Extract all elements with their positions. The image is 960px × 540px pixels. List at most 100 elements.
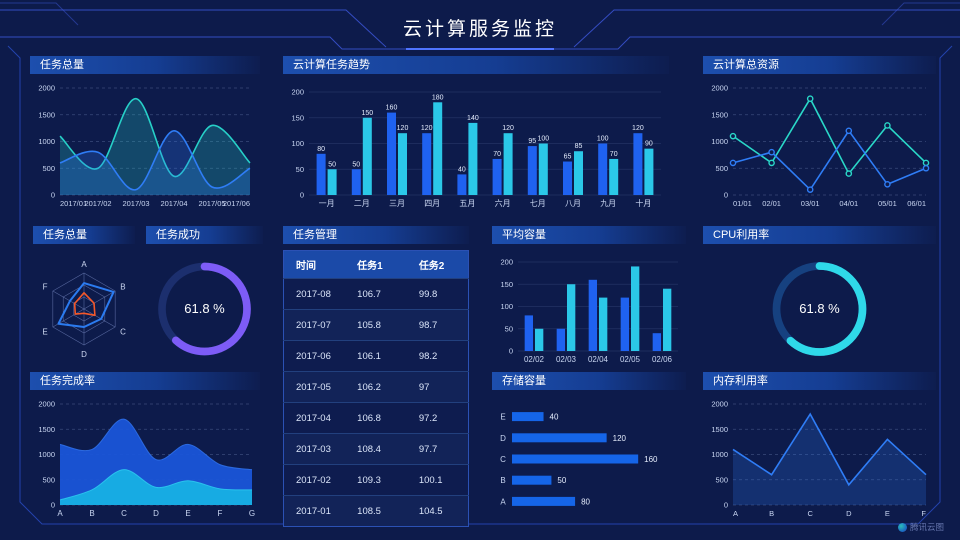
table-row: 2017-08 106.7 99.8 xyxy=(283,278,469,310)
svg-text:A: A xyxy=(733,509,738,518)
svg-text:D: D xyxy=(81,350,87,359)
svg-text:八月: 八月 xyxy=(565,199,581,208)
table-cell: 97.7 xyxy=(406,433,469,465)
svg-text:65: 65 xyxy=(564,154,572,161)
svg-text:F: F xyxy=(218,509,223,518)
svg-text:G: G xyxy=(249,509,255,518)
svg-text:四月: 四月 xyxy=(424,199,440,208)
svg-text:04/01: 04/01 xyxy=(839,199,858,208)
svg-text:C: C xyxy=(500,455,506,464)
table-cell: 98.2 xyxy=(406,340,469,372)
svg-text:120: 120 xyxy=(632,125,644,132)
cpu-gauge-chart: 61.8 % xyxy=(772,262,867,356)
svg-text:95: 95 xyxy=(528,138,536,145)
panel-tasks-total: 任务总量 0 500 1000 1500 2000 2017/01 2017/02 2017/… xyxy=(30,56,260,212)
svg-text:200: 200 xyxy=(291,88,304,97)
svg-text:0: 0 xyxy=(509,347,513,356)
table-cell: 2017-05 xyxy=(283,371,346,403)
svg-text:A: A xyxy=(81,260,87,269)
svg-text:61.8 %: 61.8 % xyxy=(799,301,840,316)
svg-text:九月: 九月 xyxy=(600,199,616,208)
svg-text:1000: 1000 xyxy=(711,450,728,459)
svg-text:180: 180 xyxy=(432,94,444,101)
svg-text:70: 70 xyxy=(493,151,501,158)
svg-text:80: 80 xyxy=(317,146,325,153)
table-cell: 2017-08 xyxy=(283,278,346,310)
svg-text:十月: 十月 xyxy=(635,198,651,208)
table-cell: 106.1 xyxy=(345,340,407,372)
panel-header-cpu: CPU利用率 xyxy=(703,226,936,244)
svg-text:120: 120 xyxy=(421,125,433,132)
panel-completion: 任务完成率 0 500 1000 1500 2000 A B C D E F G xyxy=(30,372,260,522)
svg-text:100: 100 xyxy=(291,139,304,148)
svg-text:2017/03: 2017/03 xyxy=(122,199,149,208)
svg-text:120: 120 xyxy=(502,125,514,132)
task-table: 时间 任务1 任务2 2017-08 106.7 99.8 2017-07 105.8 98.7… xyxy=(283,250,469,527)
table-cell: 2017-02 xyxy=(283,464,346,496)
table-cell: 106.8 xyxy=(345,402,407,434)
svg-text:1500: 1500 xyxy=(711,110,728,119)
svg-text:500: 500 xyxy=(715,164,728,173)
table-cell: 108.4 xyxy=(345,433,407,465)
table-cell: 97.2 xyxy=(406,402,469,434)
svg-text:150: 150 xyxy=(500,280,513,289)
svg-text:03/01: 03/01 xyxy=(801,199,820,208)
svg-text:100: 100 xyxy=(537,136,549,143)
table-row: 2017-03 108.4 97.7 xyxy=(283,433,469,465)
svg-text:500: 500 xyxy=(42,164,55,173)
svg-text:1000: 1000 xyxy=(711,137,728,146)
panel-header-tasks-radar: 任务总量 xyxy=(33,226,135,244)
table-header-row: 时间 任务1 任务2 xyxy=(283,250,469,279)
svg-text:0: 0 xyxy=(724,191,728,200)
task-trend-bar-chart: 0 50 100 150 200 一月 二月 三月 四月 五月 六月 七月 八月 九月 十月 80 50 160 1… xyxy=(291,88,661,208)
svg-text:一月: 一月 xyxy=(319,199,335,208)
svg-text:120: 120 xyxy=(613,434,627,443)
svg-text:1500: 1500 xyxy=(38,425,55,434)
table-header-cell: 任务1 xyxy=(345,250,407,279)
svg-text:0: 0 xyxy=(51,501,55,510)
svg-text:五月: 五月 xyxy=(459,199,475,208)
svg-text:06/01: 06/01 xyxy=(907,199,926,208)
table-row: 2017-04 106.8 97.2 xyxy=(283,402,469,434)
svg-text:140: 140 xyxy=(467,115,479,122)
svg-text:D: D xyxy=(153,509,159,518)
panel-header-storage: 存储容量 xyxy=(492,372,686,390)
panel-task-trend: 云计算任务趋势 0 50 100 150 200 一月 二月 三月 四月 五月 六月 七月 八月 九月 十月… xyxy=(283,56,669,212)
page-title: 云计算服务监控 xyxy=(402,19,557,40)
svg-text:F: F xyxy=(921,509,926,518)
table-cell: 2017-06 xyxy=(283,340,346,372)
svg-text:2000: 2000 xyxy=(711,84,728,93)
svg-text:05/01: 05/01 xyxy=(878,199,897,208)
svg-text:160: 160 xyxy=(644,455,658,464)
svg-text:90: 90 xyxy=(645,141,653,148)
svg-text:A: A xyxy=(57,509,63,518)
svg-text:50: 50 xyxy=(352,161,360,168)
svg-text:02/01: 02/01 xyxy=(762,199,781,208)
table-header-cell: 任务2 xyxy=(406,250,469,279)
panel-task-manage: 任务管理 时间 任务1 任务2 2017-08 106.7 99.8 2017-07 105.… xyxy=(283,226,469,527)
svg-text:500: 500 xyxy=(715,475,728,484)
panel-task-success: 任务成功 61.8 % xyxy=(146,226,263,368)
table-cell: 106.7 xyxy=(345,278,407,310)
table-row: 2017-01 108.5 104.5 xyxy=(283,495,469,527)
table-cell: 104.5 xyxy=(406,495,469,527)
svg-text:F: F xyxy=(43,283,48,292)
svg-text:B: B xyxy=(89,509,94,518)
panel-header-avg-capacity: 平均容量 xyxy=(492,226,686,244)
svg-text:02/03: 02/03 xyxy=(556,355,577,364)
panel-storage: 存储容量 E 40 D 120 C 160 B 50 A 80 xyxy=(492,372,686,522)
task-success-gauge-chart: 61.8 % xyxy=(158,262,251,356)
svg-text:50: 50 xyxy=(296,165,304,174)
svg-text:01/01: 01/01 xyxy=(733,199,752,208)
svg-text:150: 150 xyxy=(291,113,304,122)
table-row: 2017-07 105.8 98.7 xyxy=(283,309,469,341)
panel-header-cloud-resources: 云计算总资源 xyxy=(703,56,936,74)
svg-text:1500: 1500 xyxy=(38,110,55,119)
svg-text:50: 50 xyxy=(505,324,513,333)
svg-text:160: 160 xyxy=(386,105,398,112)
svg-text:1000: 1000 xyxy=(38,137,55,146)
svg-text:B: B xyxy=(769,509,774,518)
svg-text:二月: 二月 xyxy=(354,199,370,208)
svg-text:A: A xyxy=(500,497,506,506)
svg-text:2000: 2000 xyxy=(38,400,55,409)
